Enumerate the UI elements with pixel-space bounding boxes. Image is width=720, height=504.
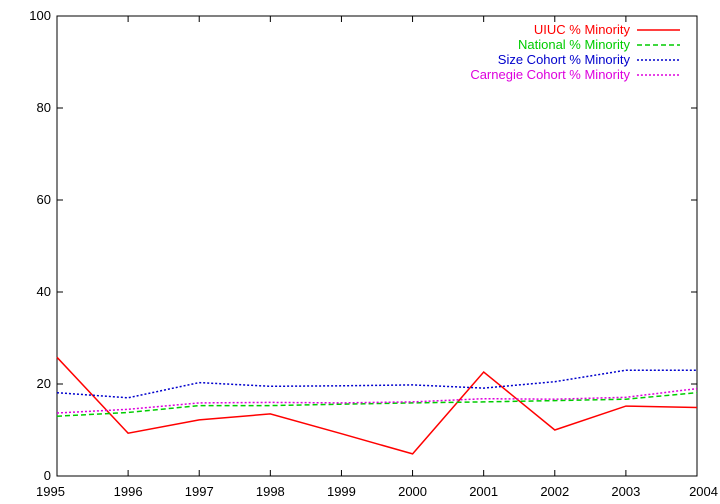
plot-frame — [56, 15, 698, 477]
series-lines — [56, 356, 698, 455]
legend-label-3: Size Cohort % Minority — [498, 52, 631, 67]
x-tick-label: 1995 — [36, 484, 65, 499]
y-tick-label: 100 — [29, 8, 51, 23]
y-tick-label: 80 — [37, 100, 51, 115]
series-line-3 — [56, 369, 697, 399]
x-tick-label: 1999 — [327, 484, 356, 499]
legend-label-2: National % Minority — [518, 37, 630, 52]
legend-label-1: UIUC % Minority — [534, 22, 631, 37]
x-tick-label: 2003 — [611, 484, 640, 499]
x-tick-label: 2001 — [469, 484, 498, 499]
y-tick-label: 40 — [37, 284, 51, 299]
x-tick-label: 2004 — [689, 484, 718, 499]
series-line-2 — [56, 391, 698, 417]
y-tick-label: 20 — [37, 376, 51, 391]
axis-ticks: 0 20 40 60 80 100 1995 1996 1997 1998 1999 2000 2001… — [29, 8, 718, 499]
legend-label-4: Carnegie Cohort % Minority — [470, 67, 630, 82]
x-tick-label: 2000 — [398, 484, 427, 499]
x-tick-label: 1998 — [256, 484, 285, 499]
series-line-1 — [56, 356, 698, 455]
series-line-4 — [56, 387, 698, 414]
y-tick-label: 0 — [44, 468, 51, 483]
x-tick-label: 1996 — [114, 484, 143, 499]
x-tick-label: 1997 — [185, 484, 214, 499]
x-tick-label: 2002 — [540, 484, 569, 499]
y-tick-label: 60 — [37, 192, 51, 207]
